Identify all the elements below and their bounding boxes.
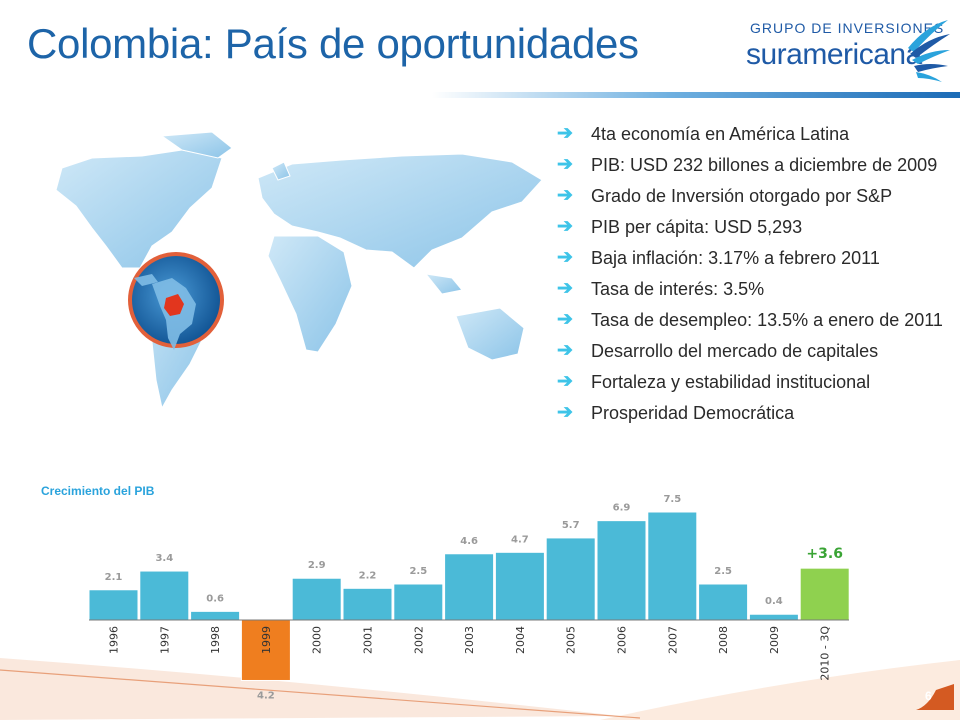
data-label: 4.7 (511, 534, 529, 545)
data-label: 0.4 (765, 596, 783, 607)
company-logo: GRUPO DE INVERSIONES suramericana (740, 16, 950, 88)
page-number: 6 (925, 689, 932, 703)
bullet-item: ➔ Desarrollo del mercado de capitales (557, 340, 957, 362)
bullet-list: ➔ 4ta economía en América Latina ➔ PIB: US… (557, 123, 957, 433)
logo-line1: GRUPO DE INVERSIONES (750, 20, 945, 36)
data-label: 2.2 (359, 570, 377, 581)
logo-wing-icon (908, 20, 950, 82)
bullet-text: 4ta economía en América Latina (591, 124, 850, 144)
category-tick-label: 2006 (616, 626, 629, 654)
world-map (55, 131, 543, 410)
data-label: 4.2 (257, 690, 275, 701)
chart-bar (342, 587, 393, 621)
bullet-text: Tasa de interés: 3.5% (591, 279, 765, 299)
bullet-item: ➔ Fortaleza y estabilidad institucional (557, 371, 957, 393)
bullet-item: ➔ Tasa de interés: 3.5% (557, 278, 957, 300)
bullet-item: ➔ 4ta economía en América Latina (557, 123, 957, 145)
data-label: 6.9 (613, 503, 631, 514)
arrow-icon: ➔ (557, 185, 573, 206)
chart-bar (494, 551, 545, 621)
header-rule (432, 92, 960, 98)
category-tick-label: 1997 (158, 626, 171, 654)
page-number-badge (916, 684, 954, 710)
arrow-icon: ➔ (557, 402, 573, 423)
category-tick-label: 2010 - 3Q (819, 626, 832, 681)
bullet-item: ➔ Tasa de desempleo: 13.5% a enero de 201… (557, 309, 957, 331)
category-tick-label: 2007 (666, 626, 679, 654)
chart-label: Crecimiento del PIB (41, 484, 155, 498)
chart-bar (88, 589, 139, 621)
chart-bar (190, 610, 241, 621)
data-label: 4.6 (460, 536, 478, 547)
chart-bar (748, 613, 799, 621)
category-tick-label: 2008 (717, 626, 730, 654)
chart-bar (444, 553, 495, 621)
data-label: 3.4 (155, 553, 173, 564)
page-title: Colombia: País de oportunidades (27, 20, 639, 67)
category-tick-label: 2005 (565, 626, 578, 654)
data-label: 0.6 (206, 593, 224, 604)
data-label: 2.9 (308, 560, 326, 571)
category-tick-label: 2000 (311, 626, 324, 654)
data-label: 5.7 (562, 520, 580, 531)
arrow-icon: ➔ (557, 278, 573, 299)
gdp-growth-chart: 2.1 1996 3.4 1997 0.6 1998 4.2 1999 2.9 2000 2.2 20… (0, 494, 960, 720)
chart-bar (698, 583, 749, 621)
bullet-text: PIB: USD 232 billones a diciembre de 200… (591, 155, 938, 175)
category-tick-label: 1996 (108, 626, 121, 654)
arrow-icon: ➔ (557, 154, 573, 175)
footer-curve (0, 669, 641, 719)
arrow-icon: ➔ (557, 123, 573, 144)
chart-bar (393, 583, 444, 621)
category-tick-label: 1999 (260, 626, 273, 654)
data-label: 2.5 (409, 566, 427, 577)
chart-bar (139, 570, 190, 621)
bullet-text: PIB per cápita: USD 5,293 (591, 217, 803, 237)
logo-line2: suramericana (746, 38, 922, 71)
bullet-item: ➔ Prosperidad Democrática (557, 402, 957, 424)
data-label: 2.5 (714, 566, 732, 577)
data-label: +3.6 (806, 546, 843, 562)
category-tick-label: 1998 (209, 626, 222, 654)
footer-swoosh (600, 660, 960, 720)
bullet-text: Desarrollo del mercado de capitales (591, 341, 879, 361)
bullet-item: ➔ Baja inflación: 3.17% a febrero 2011 (557, 247, 957, 269)
bullet-item: ➔ PIB per cápita: USD 5,293 (557, 216, 957, 238)
arrow-icon: ➔ (557, 371, 573, 392)
chart-bar (291, 577, 342, 621)
arrow-icon: ➔ (557, 216, 573, 237)
bullet-item: ➔ PIB: USD 232 billones a diciembre de 20… (557, 154, 957, 176)
chart-bar (647, 511, 698, 621)
category-tick-label: 2009 (768, 626, 781, 654)
arrow-icon: ➔ (557, 309, 573, 330)
bullet-text: Tasa de desempleo: 13.5% a enero de 2011 (591, 310, 943, 330)
bullet-text: Prosperidad Democrática (591, 403, 795, 423)
category-tick-label: 2004 (514, 626, 527, 654)
arrow-icon: ➔ (557, 340, 573, 361)
bullet-item: ➔ Grado de Inversión otorgado por S&P (557, 185, 957, 207)
data-label: 7.5 (663, 494, 681, 505)
category-tick-label: 2003 (463, 626, 476, 654)
chart-bar (799, 567, 850, 621)
footer-swoosh (0, 658, 620, 720)
chart-bar (545, 537, 596, 621)
bullet-text: Fortaleza y estabilidad institucional (591, 372, 871, 392)
arrow-icon: ➔ (557, 247, 573, 268)
category-tick-label: 2002 (412, 626, 425, 654)
chart-bar (596, 520, 647, 621)
bullet-text: Grado de Inversión otorgado por S&P (591, 186, 893, 206)
bullet-text: Baja inflación: 3.17% a febrero 2011 (591, 248, 880, 268)
data-label: 2.1 (105, 572, 123, 583)
category-tick-label: 2001 (362, 626, 375, 654)
